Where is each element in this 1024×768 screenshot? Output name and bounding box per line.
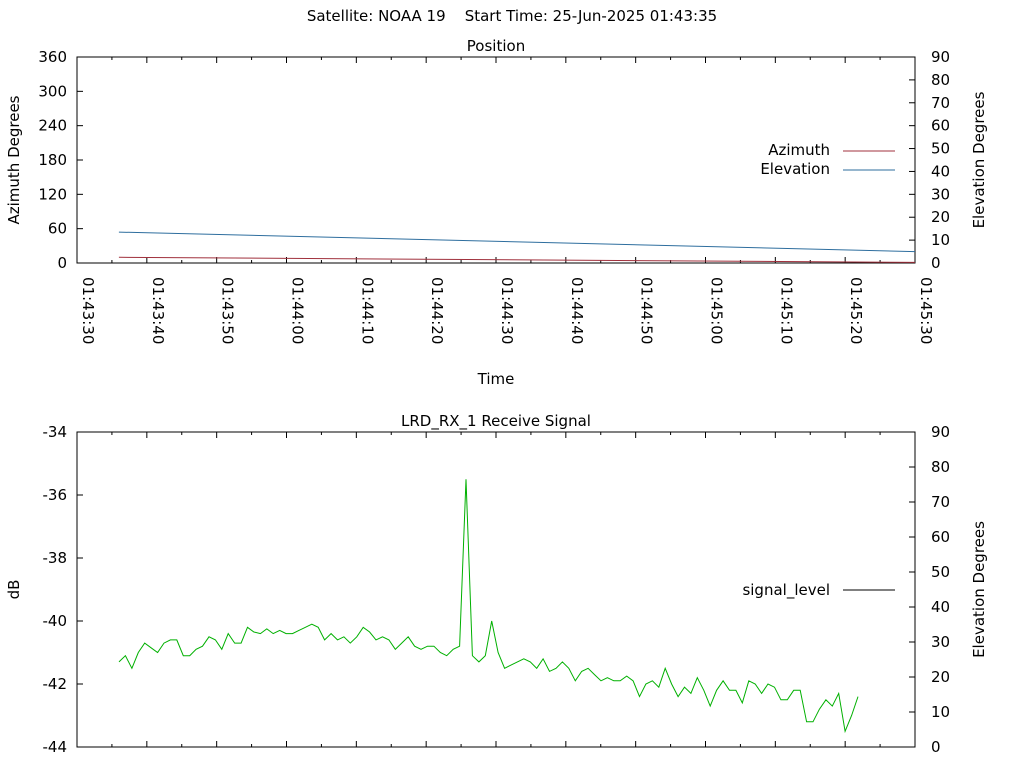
y2-tick-label: 90	[931, 48, 950, 66]
y-axis-label: Azimuth Degrees	[5, 95, 23, 224]
legend-label-elevation: Elevation	[760, 160, 830, 178]
x-tick-label: 01:45:30	[917, 277, 935, 344]
y-tick-label: 120	[38, 185, 67, 203]
y-axis-label: dB	[5, 580, 23, 600]
series-line-signal-level	[118, 479, 859, 734]
y2-tick-label: 0	[931, 738, 941, 756]
y-tick-label: 240	[38, 117, 67, 135]
y-tick-label: 180	[38, 151, 67, 169]
signal-chart: LRD_RX_1 Receive Signal -44 -42 -40 -38 -36 -3…	[5, 412, 988, 756]
y2-tick-label: 0	[931, 254, 941, 272]
y-tick-label: -44	[43, 738, 68, 756]
x-tick-label: 01:43:40	[149, 277, 167, 344]
x-tick-label: 01:44:50	[638, 277, 656, 344]
y-tick-label: -36	[43, 486, 68, 504]
y2-tick-label: 20	[931, 668, 950, 686]
y-tick-label: 360	[38, 48, 67, 66]
y-tick-label: 60	[48, 220, 67, 238]
y2-tick-label: 80	[931, 458, 950, 476]
position-chart: Position 01:43:30 01:43:40 01:43:50 01:44:00…	[5, 37, 988, 388]
y-tick-label: -42	[43, 675, 68, 693]
y-tick-label: 0	[57, 254, 67, 272]
y2-tick-label: 30	[931, 633, 950, 651]
y2-tick-label: 50	[931, 140, 950, 158]
y2-tick-label: 40	[931, 162, 950, 180]
y2-tick-label: 50	[931, 563, 950, 581]
series-line-azimuth	[118, 256, 916, 263]
y2-tick-label: 70	[931, 94, 950, 112]
y-tick-label: -38	[43, 549, 68, 567]
y-tick-label: 300	[38, 82, 67, 100]
y-tick-label: -40	[43, 612, 68, 630]
y2-axis-label: Elevation Degrees	[970, 91, 988, 228]
x-tick-label: 01:45:10	[777, 277, 795, 344]
y2-tick-label: 80	[931, 71, 950, 89]
x-tick-label: 01:43:30	[79, 277, 97, 344]
y2-tick-label: 60	[931, 117, 950, 135]
x-tick-label: 01:44:30	[498, 277, 516, 344]
x-axis-label: Time	[477, 370, 515, 388]
legend-label-signal-level: signal_level	[742, 581, 830, 600]
x-tick-label: 01:45:20	[847, 277, 865, 344]
y2-tick-label: 20	[931, 208, 950, 226]
y2-tick-label: 40	[931, 598, 950, 616]
legend-label-azimuth: Azimuth	[768, 141, 830, 159]
x-tick-label: 01:44:10	[358, 277, 376, 344]
chart-title: Position	[467, 37, 525, 55]
y2-tick-label: 70	[931, 493, 950, 511]
chart-title: LRD_RX_1 Receive Signal	[401, 412, 591, 431]
y2-tick-label: 30	[931, 185, 950, 203]
y-tick-label: -34	[43, 423, 68, 441]
x-tick-label: 01:45:00	[708, 277, 726, 344]
x-tick-label: 01:44:00	[289, 277, 307, 344]
y2-axis-label: Elevation Degrees	[970, 521, 988, 658]
x-tick-label: 01:44:20	[428, 277, 446, 344]
page-title: Satellite: NOAA 19 Start Time: 25-Jun-20…	[306, 7, 718, 25]
x-tick-label: 01:43:50	[219, 277, 237, 344]
series-line-elevation	[118, 231, 916, 253]
y2-tick-label: 60	[931, 528, 950, 546]
y2-tick-label: 10	[931, 703, 950, 721]
x-tick-label: 01:44:40	[568, 277, 586, 344]
y2-tick-label: 90	[931, 423, 950, 441]
y2-tick-label: 10	[931, 231, 950, 249]
